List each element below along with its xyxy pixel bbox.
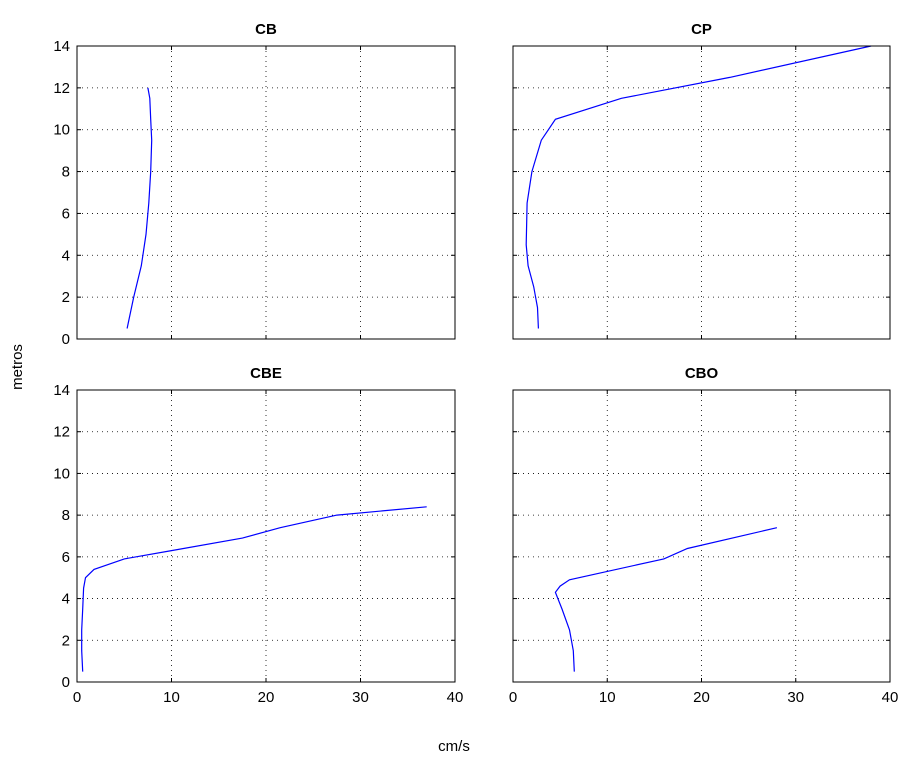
y-tick-label: 0 [62, 331, 70, 348]
subplot-title: CBE [250, 365, 282, 382]
axes-frame [512, 389, 891, 683]
y-tick-label: 10 [53, 465, 70, 482]
x-tick-label: 10 [163, 689, 180, 706]
y-tick-label: 4 [62, 247, 70, 264]
x-tick-label: 40 [447, 689, 464, 706]
plot-area [77, 46, 455, 339]
axes-frame [76, 389, 456, 683]
y-tick-label: 2 [62, 632, 70, 649]
x-tick-label: 10 [599, 689, 616, 706]
axes-frame [512, 45, 891, 340]
series-line [126, 87, 153, 329]
subplot-cp: CP [512, 21, 891, 340]
x-tick-label: 30 [787, 689, 804, 706]
plot-area [513, 46, 890, 339]
x-tick-label: 20 [258, 689, 275, 706]
subplot-cb: 0 2 4 6 8 10 12 14 CB [53, 21, 456, 348]
y-tick-label: 4 [62, 591, 70, 608]
y-tick-label: 12 [53, 424, 70, 441]
x-axis-label: cm/s [438, 738, 470, 755]
subplot-title: CBO [685, 365, 719, 382]
x-tick-label: 0 [509, 689, 517, 706]
y-axis-label: metros [9, 344, 26, 390]
y-tick-label: 10 [53, 122, 70, 139]
subplot-title: CP [691, 21, 712, 38]
y-tick-label: 12 [53, 80, 70, 97]
axes-frame [76, 45, 456, 340]
series-line [554, 527, 778, 672]
y-tick-label: 6 [62, 549, 70, 566]
subplot-title: CB [255, 21, 277, 38]
x-tick-label: 40 [882, 689, 899, 706]
y-tick-label: 8 [62, 164, 70, 181]
subplot-cbe: 0 10 20 30 40 0 2 4 6 8 10 12 14 CBE [53, 365, 463, 706]
y-tick-label: 0 [62, 674, 70, 691]
x-tick-label: 30 [352, 689, 369, 706]
y-tick-label: 2 [62, 289, 70, 306]
subplot-cbo: 0 10 20 30 40 CBO [509, 365, 899, 706]
y-tick-label: 6 [62, 205, 70, 222]
x-tick-label: 0 [73, 689, 81, 706]
x-tick-label: 20 [693, 689, 710, 706]
y-tick-label: 8 [62, 507, 70, 524]
y-tick-label: 14 [53, 38, 70, 55]
series-line [81, 506, 427, 672]
y-tick-label: 14 [53, 382, 70, 399]
series-line [525, 45, 872, 329]
